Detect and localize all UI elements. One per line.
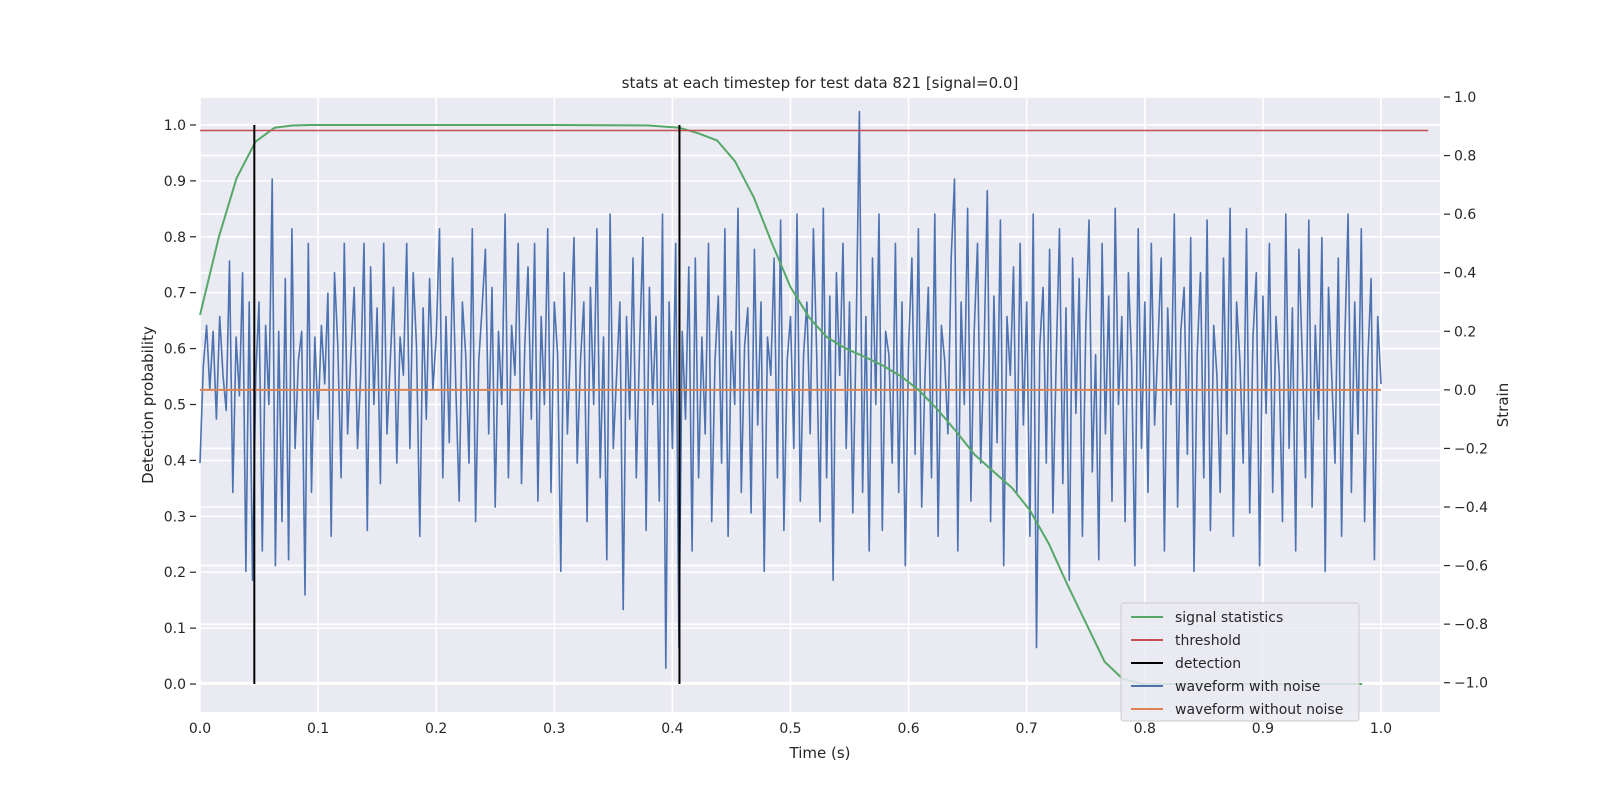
x-tick-label: 0.6 bbox=[897, 721, 919, 737]
y-tick-label-left: 0.1 bbox=[164, 621, 186, 637]
x-tick-label: 1.0 bbox=[1370, 721, 1392, 737]
series-waveform-with-noise bbox=[199, 110, 1382, 669]
y-tick-label-right: 0.2 bbox=[1454, 324, 1476, 340]
x-tick-label: 0.7 bbox=[1016, 721, 1038, 737]
x-tick-label: 0.9 bbox=[1252, 721, 1274, 737]
y-axis-label-left: Detection probability bbox=[139, 326, 157, 484]
y-tick-label-left: 0.3 bbox=[164, 509, 186, 525]
y-tick-label-right: −0.4 bbox=[1454, 500, 1488, 516]
y-tick-label-right: 0.8 bbox=[1454, 149, 1476, 165]
x-tick-label: 0.2 bbox=[425, 721, 447, 737]
legend: signal statistics threshold detection wavef… bbox=[1120, 602, 1360, 722]
x-tick-label: 0.3 bbox=[543, 721, 565, 737]
y-tick-label-right: 0.0 bbox=[1454, 383, 1476, 399]
y-tick-label-left: 0.9 bbox=[164, 174, 186, 190]
legend-label: waveform without noise bbox=[1175, 702, 1343, 718]
legend-box bbox=[1120, 602, 1360, 722]
axes: 0.0 0.1 0.2 0.3 0.4 0.5 0.6 0.7 0.8 0.9 1.0 0.0 0.1 0… bbox=[164, 90, 1488, 737]
y-tick-label-right: −0.6 bbox=[1454, 559, 1488, 575]
legend-label: detection bbox=[1175, 656, 1241, 672]
x-tick-label: 0.1 bbox=[307, 721, 329, 737]
y-tick-label-left: 0.0 bbox=[164, 677, 186, 693]
y-tick-label-left: 1.0 bbox=[164, 118, 186, 134]
y-tick-label-right: 0.4 bbox=[1454, 266, 1476, 282]
y-tick-label-right: −1.0 bbox=[1454, 676, 1488, 692]
y-tick-label-left: 0.5 bbox=[164, 398, 186, 414]
y-tick-label-left: 0.6 bbox=[164, 342, 186, 358]
y-tick-label-right: 1.0 bbox=[1454, 90, 1476, 106]
y-tick-label-left: 0.2 bbox=[164, 565, 186, 581]
chart-title: stats at each timestep for test data 821… bbox=[622, 74, 1019, 92]
y-tick-label-left: 0.8 bbox=[164, 230, 186, 246]
legend-label: waveform with noise bbox=[1175, 679, 1320, 695]
y-axis-label-right: Strain bbox=[1494, 383, 1512, 427]
x-tick-label: 0.8 bbox=[1134, 721, 1156, 737]
legend-label: threshold bbox=[1175, 633, 1241, 649]
legend-label: signal statistics bbox=[1175, 610, 1283, 626]
y-tick-label-left: 0.4 bbox=[164, 453, 186, 469]
x-tick-label: 0.5 bbox=[779, 721, 801, 737]
y-tick-label-right: 0.6 bbox=[1454, 207, 1476, 223]
y-tick-label-right: −0.8 bbox=[1454, 617, 1488, 633]
x-tick-label: 0.0 bbox=[189, 721, 211, 737]
y-tick-label-right: −0.2 bbox=[1454, 441, 1488, 457]
y-tick-label-left: 0.7 bbox=[164, 286, 186, 302]
x-axis-label: Time (s) bbox=[789, 744, 851, 762]
x-tick-label: 0.4 bbox=[661, 721, 683, 737]
